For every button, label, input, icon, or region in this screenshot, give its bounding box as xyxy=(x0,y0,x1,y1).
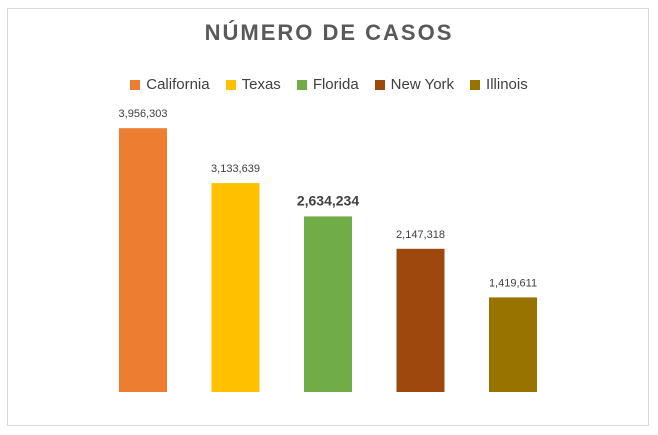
legend-item-illinois: Illinois xyxy=(470,76,528,93)
legend-label: New York xyxy=(390,76,455,93)
legend-label: California xyxy=(146,76,210,93)
data-label-illinois: 1,419,611 xyxy=(489,277,537,289)
data-label-new-york: 2,147,318 xyxy=(396,229,445,241)
legend-label: Texas xyxy=(241,76,281,93)
legend-label: Illinois xyxy=(486,76,528,93)
bar-florida xyxy=(304,216,352,392)
bar-new-york xyxy=(396,248,445,392)
legend-swatch xyxy=(225,79,236,90)
legend-label: Florida xyxy=(312,76,359,93)
data-label-florida: 2,634,234 xyxy=(297,192,359,208)
legend-item-florida: Florida xyxy=(296,76,359,93)
bar-texas xyxy=(211,183,260,392)
legend-swatch xyxy=(470,79,481,90)
legend-item-new-york: New York xyxy=(374,76,455,93)
data-label-texas: 3,133,639 xyxy=(211,163,260,175)
bar-california xyxy=(119,128,167,392)
chart-legend: California Texas Florida New York Illino… xyxy=(0,76,658,93)
chart-title: NÚMERO DE CASOS xyxy=(204,20,454,45)
legend-item-california: California xyxy=(130,76,210,93)
data-label-california: 3,956,303 xyxy=(119,108,168,120)
legend-swatch xyxy=(130,79,141,90)
legend-item-texas: Texas xyxy=(225,76,281,93)
bar-illinois xyxy=(489,297,537,392)
legend-swatch xyxy=(296,79,307,90)
legend-swatch xyxy=(374,79,385,90)
